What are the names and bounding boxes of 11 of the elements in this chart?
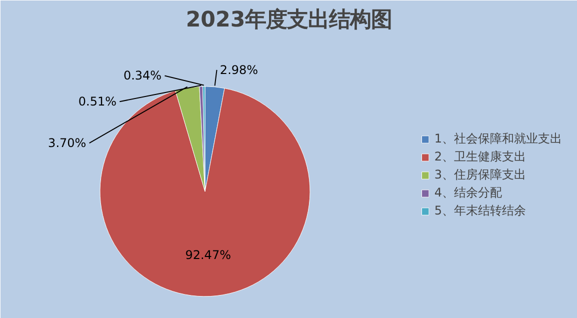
chart-title: 2023年度支出结构图 <box>186 8 392 32</box>
data-label: 2.98% <box>220 62 258 77</box>
legend-label: 1、社会保障和就业支出 <box>434 130 562 148</box>
legend-label: 3、住房保障支出 <box>434 166 526 184</box>
data-label: 0.51% <box>78 94 117 109</box>
legend-label: 5、年末结转结余 <box>434 202 526 220</box>
data-label: 92.47% <box>185 248 231 262</box>
data-label: 3.70% <box>48 136 86 150</box>
legend-label: 4、结余分配 <box>434 184 502 202</box>
legend-label: 2、卫生健康支出 <box>434 148 526 166</box>
data-label: 0.34% <box>123 68 162 83</box>
